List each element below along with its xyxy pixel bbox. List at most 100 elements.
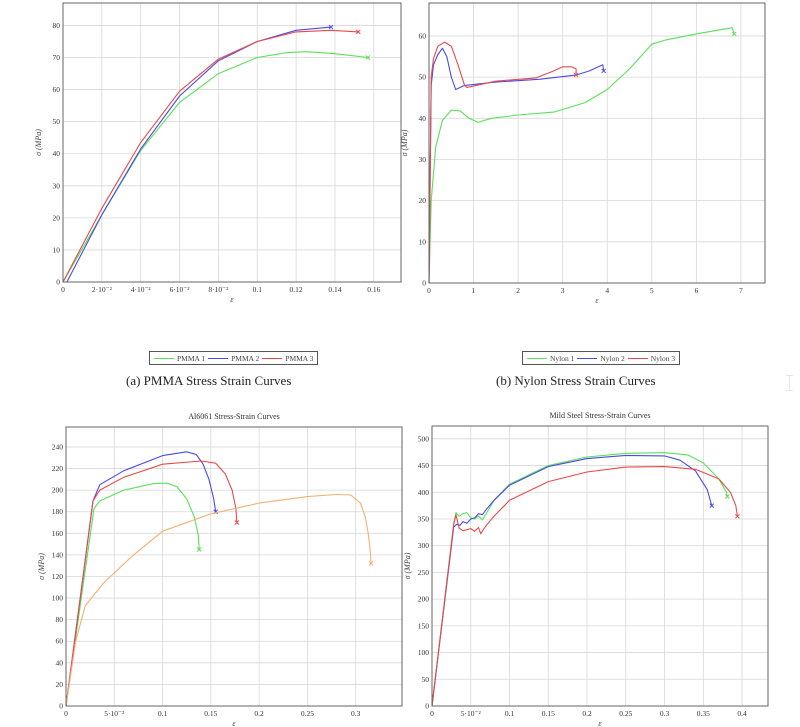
y-tick-label: 20	[53, 213, 61, 222]
fracture-marker-icon	[196, 547, 202, 552]
x-tick-label: 5·10⁻²	[104, 709, 125, 718]
pmma-caption: (a) PMMA Stress Strain Curves	[126, 373, 292, 388]
x-tick-label: 0.4	[737, 709, 747, 718]
legend-item-pmma-2: PMMA 2	[208, 354, 259, 363]
y-tick-label: 50	[419, 73, 427, 82]
x-axis-label: ε	[595, 296, 599, 305]
y-tick-label: 120	[52, 572, 64, 581]
x-tick-label: 1	[472, 286, 476, 295]
fracture-marker-icon	[365, 55, 371, 60]
x-tick-label: 5	[650, 286, 654, 295]
x-tick-label: 0.2	[582, 709, 592, 718]
fracture-marker-icon	[709, 503, 715, 508]
series-line	[62, 29, 359, 283]
y-tick-label: 40	[419, 114, 427, 123]
y-tick-label: 400	[418, 488, 430, 497]
series-line	[65, 493, 372, 707]
y-axis-label: σ (MPa)	[400, 129, 409, 156]
series-line	[65, 451, 217, 707]
y-tick-label: 80	[53, 21, 61, 30]
x-tick-label: 0.1	[158, 709, 168, 718]
y-tick-label: 100	[52, 594, 64, 603]
legend-item-nylon-3: Nylon 3	[627, 354, 675, 363]
legend-item-nylon-2: Nylon 2	[577, 353, 625, 363]
axes-frame	[62, 2, 402, 283]
legend-swatch-green	[154, 357, 174, 359]
legend-label: PMMA 2	[231, 353, 260, 363]
nylon-caption: (b) Nylon Stress Strain Curves	[496, 373, 656, 388]
y-tick-label: 150	[418, 621, 430, 630]
y-tick-label: 220	[52, 464, 64, 473]
y-axis-label: σ (MPa)	[403, 552, 412, 579]
x-tick-label: 0.1	[253, 285, 263, 294]
x-tick-label: 0.25	[619, 709, 632, 718]
y-tick-label: 70	[53, 53, 61, 62]
y-tick-label: 450	[418, 461, 430, 470]
x-tick-label: 0	[430, 709, 434, 718]
y-tick-label: 100	[418, 648, 430, 657]
nylon-legend: Nylon 1 Nylon 2 Nylon 3	[522, 351, 681, 365]
y-tick-label: 30	[53, 181, 61, 190]
pmma-legend: PMMA 1 PMMA 2 PMMA 3	[149, 351, 319, 365]
legend-swatch-red	[627, 357, 648, 359]
y-tick-label: 0	[425, 702, 429, 711]
legend-label: Nylon 1	[550, 353, 575, 363]
series-line	[428, 41, 577, 284]
axes-frame	[428, 2, 766, 284]
y-tick-label: 10	[419, 237, 427, 246]
x-tick-label: 6	[694, 286, 698, 295]
chart-title: Mild Steel Stress-Strain Curves	[549, 411, 650, 420]
legend-swatch-blue	[208, 357, 229, 359]
series-line	[65, 482, 200, 707]
y-tick-label: 10	[53, 245, 61, 254]
y-tick-label: 40	[56, 658, 64, 667]
x-tick-label: 0	[427, 286, 431, 295]
axes-frame	[65, 426, 403, 707]
x-tick-label: 0.12	[290, 285, 303, 294]
y-tick-label: 30	[419, 155, 427, 164]
series-line	[431, 466, 738, 707]
y-axis-label: σ (MPa)	[34, 129, 43, 156]
fracture-marker-icon	[355, 29, 361, 35]
y-tick-label: 60	[419, 31, 427, 40]
legend-swatch-blue	[577, 357, 598, 359]
al6061-chart: 0 5·10⁻² 0.1 0.15 0.2 0.25 0.3 0 20 40 60 80 100 120 1…	[37, 412, 403, 727]
fracture-marker-icon	[573, 72, 579, 78]
y-tick-label: 200	[418, 595, 430, 604]
fracture-marker-icon	[731, 31, 737, 37]
fracture-marker-icon	[328, 24, 334, 30]
series-line	[66, 26, 332, 283]
legend-label: Nylon 2	[600, 353, 625, 363]
legend-item-nylon-1: Nylon 1	[527, 354, 574, 363]
mild-steel-chart: 0 5·10⁻² 0.1 0.15 0.2 0.25 0.3 0.35 0.4 0 50 100 150…	[403, 411, 769, 727]
series-line	[65, 460, 238, 707]
x-axis-label: ε	[232, 719, 236, 727]
x-tick-label: 0.16	[367, 285, 380, 294]
x-tick-label: 8·10⁻²	[208, 285, 229, 294]
axes-frame	[431, 425, 769, 707]
x-tick-label: 0.25	[301, 709, 314, 718]
y-tick-label: 200	[52, 486, 64, 495]
fracture-marker-icon	[368, 561, 374, 566]
y-tick-label: 300	[418, 541, 430, 550]
series-line	[431, 452, 728, 707]
y-tick-label: 40	[53, 149, 61, 158]
fracture-marker-icon	[735, 513, 740, 519]
x-axis-label: ε	[230, 295, 234, 304]
y-tick-label: 500	[418, 434, 430, 443]
x-tick-label: 4·10⁻²	[131, 285, 152, 294]
x-tick-label: 2·10⁻²	[92, 285, 113, 294]
x-tick-label: 0.1	[505, 709, 515, 718]
pmma-chart: 0 2·10⁻² 4·10⁻² 6·10⁻² 8·10⁻² 0.1 0.12 0.14 0.16…	[34, 2, 402, 304]
x-tick-label: 0.3	[660, 709, 670, 718]
x-tick-label: 0	[64, 709, 68, 718]
x-tick-label: 3	[561, 286, 565, 295]
x-tick-label: 6·10⁻²	[170, 285, 191, 294]
y-tick-label: 350	[418, 514, 430, 523]
y-tick-label: 20	[56, 680, 64, 689]
legend-label: PMMA 1	[177, 353, 206, 363]
y-tick-label: 140	[52, 550, 64, 559]
legend-label: PMMA 3	[285, 353, 314, 363]
x-tick-label: 0.2	[254, 709, 264, 718]
